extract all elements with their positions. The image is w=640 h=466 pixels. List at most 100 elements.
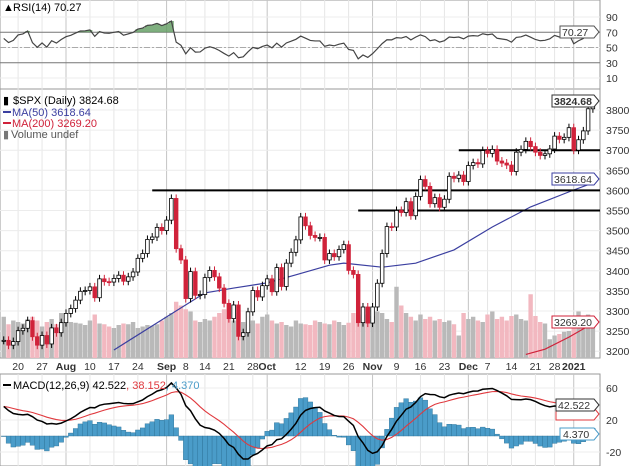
macd-histogram-bar — [470, 427, 476, 437]
candle-body — [485, 150, 490, 154]
candle-body — [154, 226, 160, 238]
candle-body — [97, 278, 102, 299]
candle-body — [284, 262, 289, 287]
volume-bar — [475, 320, 481, 358]
volume-bar — [130, 322, 136, 358]
volume-bar — [293, 320, 299, 358]
candle-body — [87, 286, 93, 291]
candle-body — [35, 336, 40, 346]
candle-body — [193, 271, 198, 296]
volume-bar — [576, 311, 581, 358]
candle-body — [303, 216, 308, 227]
volume-bar — [245, 324, 251, 358]
volume-bar — [432, 320, 438, 358]
macd-histogram-bar — [245, 435, 251, 466]
candle-body — [413, 196, 418, 217]
ma200-value-tag: 3269.20 — [551, 315, 600, 329]
macd-histogram-bar — [355, 435, 361, 466]
candle-body — [370, 306, 375, 324]
candle-body — [423, 179, 428, 187]
macd-histogram-bar — [106, 424, 112, 437]
candle-body — [514, 151, 519, 172]
x-tick-label: Aug — [56, 361, 76, 373]
volume-bar — [394, 286, 399, 358]
candle-body — [288, 251, 294, 264]
candle-body — [341, 244, 347, 250]
candle-body — [135, 257, 141, 273]
candle-body — [470, 162, 476, 166]
x-tick-label: 20 — [12, 361, 24, 373]
volume-bar — [490, 311, 495, 358]
volume-bars — [1, 286, 596, 358]
macd-histogram-bar — [504, 435, 510, 444]
volume-bar — [470, 316, 476, 358]
volume-bar — [92, 314, 97, 358]
candle-body — [561, 136, 567, 140]
macd-histogram-bar — [10, 435, 16, 448]
candle-body — [169, 198, 174, 221]
macd-histogram-bar — [523, 435, 529, 442]
macd-histogram-bar — [163, 419, 170, 437]
price-tick-label: 3550 — [606, 206, 630, 218]
rsi-tick-label: 30 — [606, 58, 618, 70]
volume-bar — [461, 313, 466, 358]
rsi-label: RSI(14) 70.27 — [13, 2, 81, 14]
volume-bar — [585, 314, 591, 358]
candle-body — [269, 278, 275, 293]
macd-histogram-bar — [140, 427, 146, 437]
volume-bar — [437, 319, 442, 358]
x-tick-label: 21 — [223, 361, 235, 373]
macd-histogram-bar — [513, 435, 519, 447]
axes: 20 27 Aug 10 17 24 Sep 8 14 21 28 Oct 12 19 26 Nov 9 16 23… — [12, 12, 629, 459]
candle-body — [25, 320, 30, 329]
candle-body — [250, 290, 256, 313]
macd-histogram-bar — [101, 422, 107, 437]
volume-bar — [193, 320, 198, 358]
macd-histogram-bar — [460, 428, 467, 437]
volume-bar — [418, 314, 423, 358]
macd-histogram-bar — [278, 423, 285, 437]
candle-body — [538, 151, 543, 156]
candle-body — [20, 327, 26, 332]
candle-body — [552, 135, 557, 150]
volume-bar — [54, 324, 59, 358]
volume-bar — [217, 313, 222, 358]
candle-body — [499, 160, 505, 164]
macd-histogram-bar — [288, 412, 294, 437]
volume-bar — [150, 325, 155, 358]
volume-bar — [164, 316, 169, 358]
candle-body — [490, 148, 495, 154]
macd-tick-label: 20 — [606, 415, 618, 427]
candle-body — [15, 330, 21, 342]
macd-histogram-bar — [547, 435, 553, 448]
macd-histogram-bar — [125, 431, 131, 437]
candle-body — [197, 294, 203, 296]
x-tick-label: 19 — [319, 361, 331, 373]
macd-histogram-bar — [49, 435, 55, 448]
ma50-legend-swatch — [3, 111, 11, 113]
macd-value-tag: 42.522 — [555, 398, 600, 412]
candle-body — [44, 335, 50, 345]
candle-body — [312, 235, 318, 238]
volume-bar — [485, 314, 490, 358]
macd-signal-line — [3, 390, 593, 450]
macd-histogram-bar — [29, 435, 36, 446]
rsi-legend: ▲ RSI(14) 70.27 — [3, 2, 81, 14]
macd-legend-text: MACD(12,26,9) 42.522, 38.152, 4.370 — [13, 380, 200, 392]
candle-body — [188, 271, 193, 299]
candle-body — [279, 267, 284, 287]
candle-body — [456, 174, 461, 179]
volume-bar — [360, 314, 366, 358]
volume-bar — [82, 325, 88, 358]
price-tick-label: 3200 — [606, 346, 630, 358]
candle-body — [332, 253, 337, 258]
volume-bar — [427, 316, 433, 358]
volume-bar — [78, 323, 83, 358]
volume-bar — [87, 320, 93, 358]
candle-body — [308, 225, 313, 236]
volume-bar — [442, 322, 447, 358]
volume-bar — [135, 328, 141, 358]
price-tick-label: 3500 — [606, 226, 630, 238]
candle-body — [518, 148, 524, 153]
ma200-line — [525, 322, 594, 355]
